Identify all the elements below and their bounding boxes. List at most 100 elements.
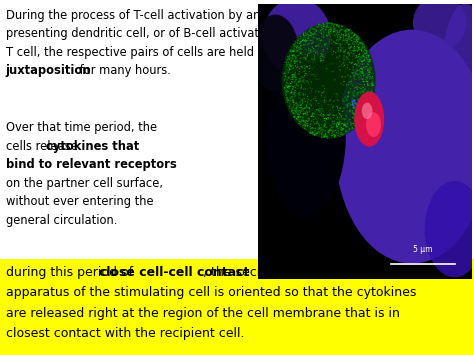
Point — [324, 102, 332, 108]
Point — [285, 60, 292, 66]
Point — [302, 127, 310, 132]
Point — [306, 105, 313, 111]
Point — [295, 79, 302, 85]
Point — [334, 29, 342, 35]
Point — [368, 71, 375, 77]
Point — [287, 88, 295, 93]
Point — [364, 94, 372, 100]
Point — [303, 78, 311, 84]
Point — [306, 33, 314, 38]
Point — [324, 129, 331, 135]
Point — [358, 66, 366, 72]
Point — [315, 125, 323, 130]
Point — [330, 39, 338, 45]
Point — [321, 86, 328, 91]
Point — [368, 81, 375, 86]
Point — [288, 106, 295, 112]
Point — [324, 21, 331, 27]
Point — [301, 86, 309, 92]
Point — [358, 99, 366, 105]
Point — [337, 122, 345, 128]
Point — [345, 56, 353, 62]
Point — [334, 115, 341, 121]
Point — [309, 40, 316, 45]
Point — [357, 109, 365, 115]
Point — [295, 115, 303, 121]
Point — [293, 101, 301, 106]
Point — [330, 127, 337, 133]
Point — [302, 112, 310, 118]
Point — [336, 29, 343, 35]
Point — [338, 127, 346, 133]
Point — [316, 129, 323, 135]
Point — [362, 47, 369, 53]
Point — [363, 75, 371, 81]
Point — [322, 124, 330, 130]
Point — [340, 130, 348, 136]
Point — [308, 118, 316, 124]
Point — [283, 66, 290, 72]
Point — [319, 51, 327, 57]
Point — [350, 97, 357, 103]
Point — [353, 68, 361, 74]
Point — [292, 70, 299, 76]
Point — [296, 55, 304, 61]
Point — [310, 119, 318, 125]
Point — [299, 52, 306, 58]
Point — [328, 69, 336, 75]
Point — [303, 112, 311, 118]
Point — [351, 45, 359, 51]
Point — [322, 24, 330, 30]
Point — [293, 59, 301, 64]
Point — [352, 45, 360, 51]
Point — [307, 27, 314, 33]
Point — [355, 47, 362, 53]
Point — [357, 54, 365, 60]
Point — [318, 90, 325, 96]
Point — [326, 127, 334, 132]
Point — [362, 66, 370, 71]
Point — [343, 108, 351, 114]
Point — [346, 91, 353, 97]
Point — [360, 79, 367, 84]
Point — [325, 113, 333, 118]
Point — [284, 99, 292, 105]
Point — [346, 45, 354, 51]
Point — [318, 135, 326, 141]
Point — [288, 98, 296, 104]
Point — [293, 104, 301, 110]
Point — [297, 121, 305, 127]
Point — [289, 63, 296, 69]
Point — [297, 44, 304, 49]
Point — [366, 97, 374, 103]
Point — [289, 49, 296, 54]
Point — [327, 24, 335, 30]
Point — [369, 74, 376, 80]
Point — [286, 93, 293, 99]
Point — [365, 53, 373, 59]
Point — [325, 112, 332, 118]
Point — [330, 21, 338, 27]
Point — [301, 125, 308, 131]
Point — [363, 50, 370, 56]
Point — [348, 96, 356, 102]
Point — [303, 121, 311, 126]
Point — [333, 124, 341, 130]
Point — [343, 82, 351, 88]
Point — [316, 123, 323, 129]
Point — [324, 23, 331, 29]
Point — [342, 127, 350, 133]
Point — [321, 41, 328, 47]
Point — [294, 86, 301, 91]
Point — [306, 106, 314, 112]
Point — [285, 56, 293, 62]
Point — [296, 108, 304, 113]
Point — [343, 115, 351, 120]
Point — [364, 76, 371, 82]
Point — [348, 110, 356, 116]
Point — [364, 83, 371, 88]
Text: general circulation.: general circulation. — [6, 214, 117, 227]
Point — [305, 128, 313, 134]
Point — [292, 76, 300, 82]
Point — [339, 35, 347, 41]
